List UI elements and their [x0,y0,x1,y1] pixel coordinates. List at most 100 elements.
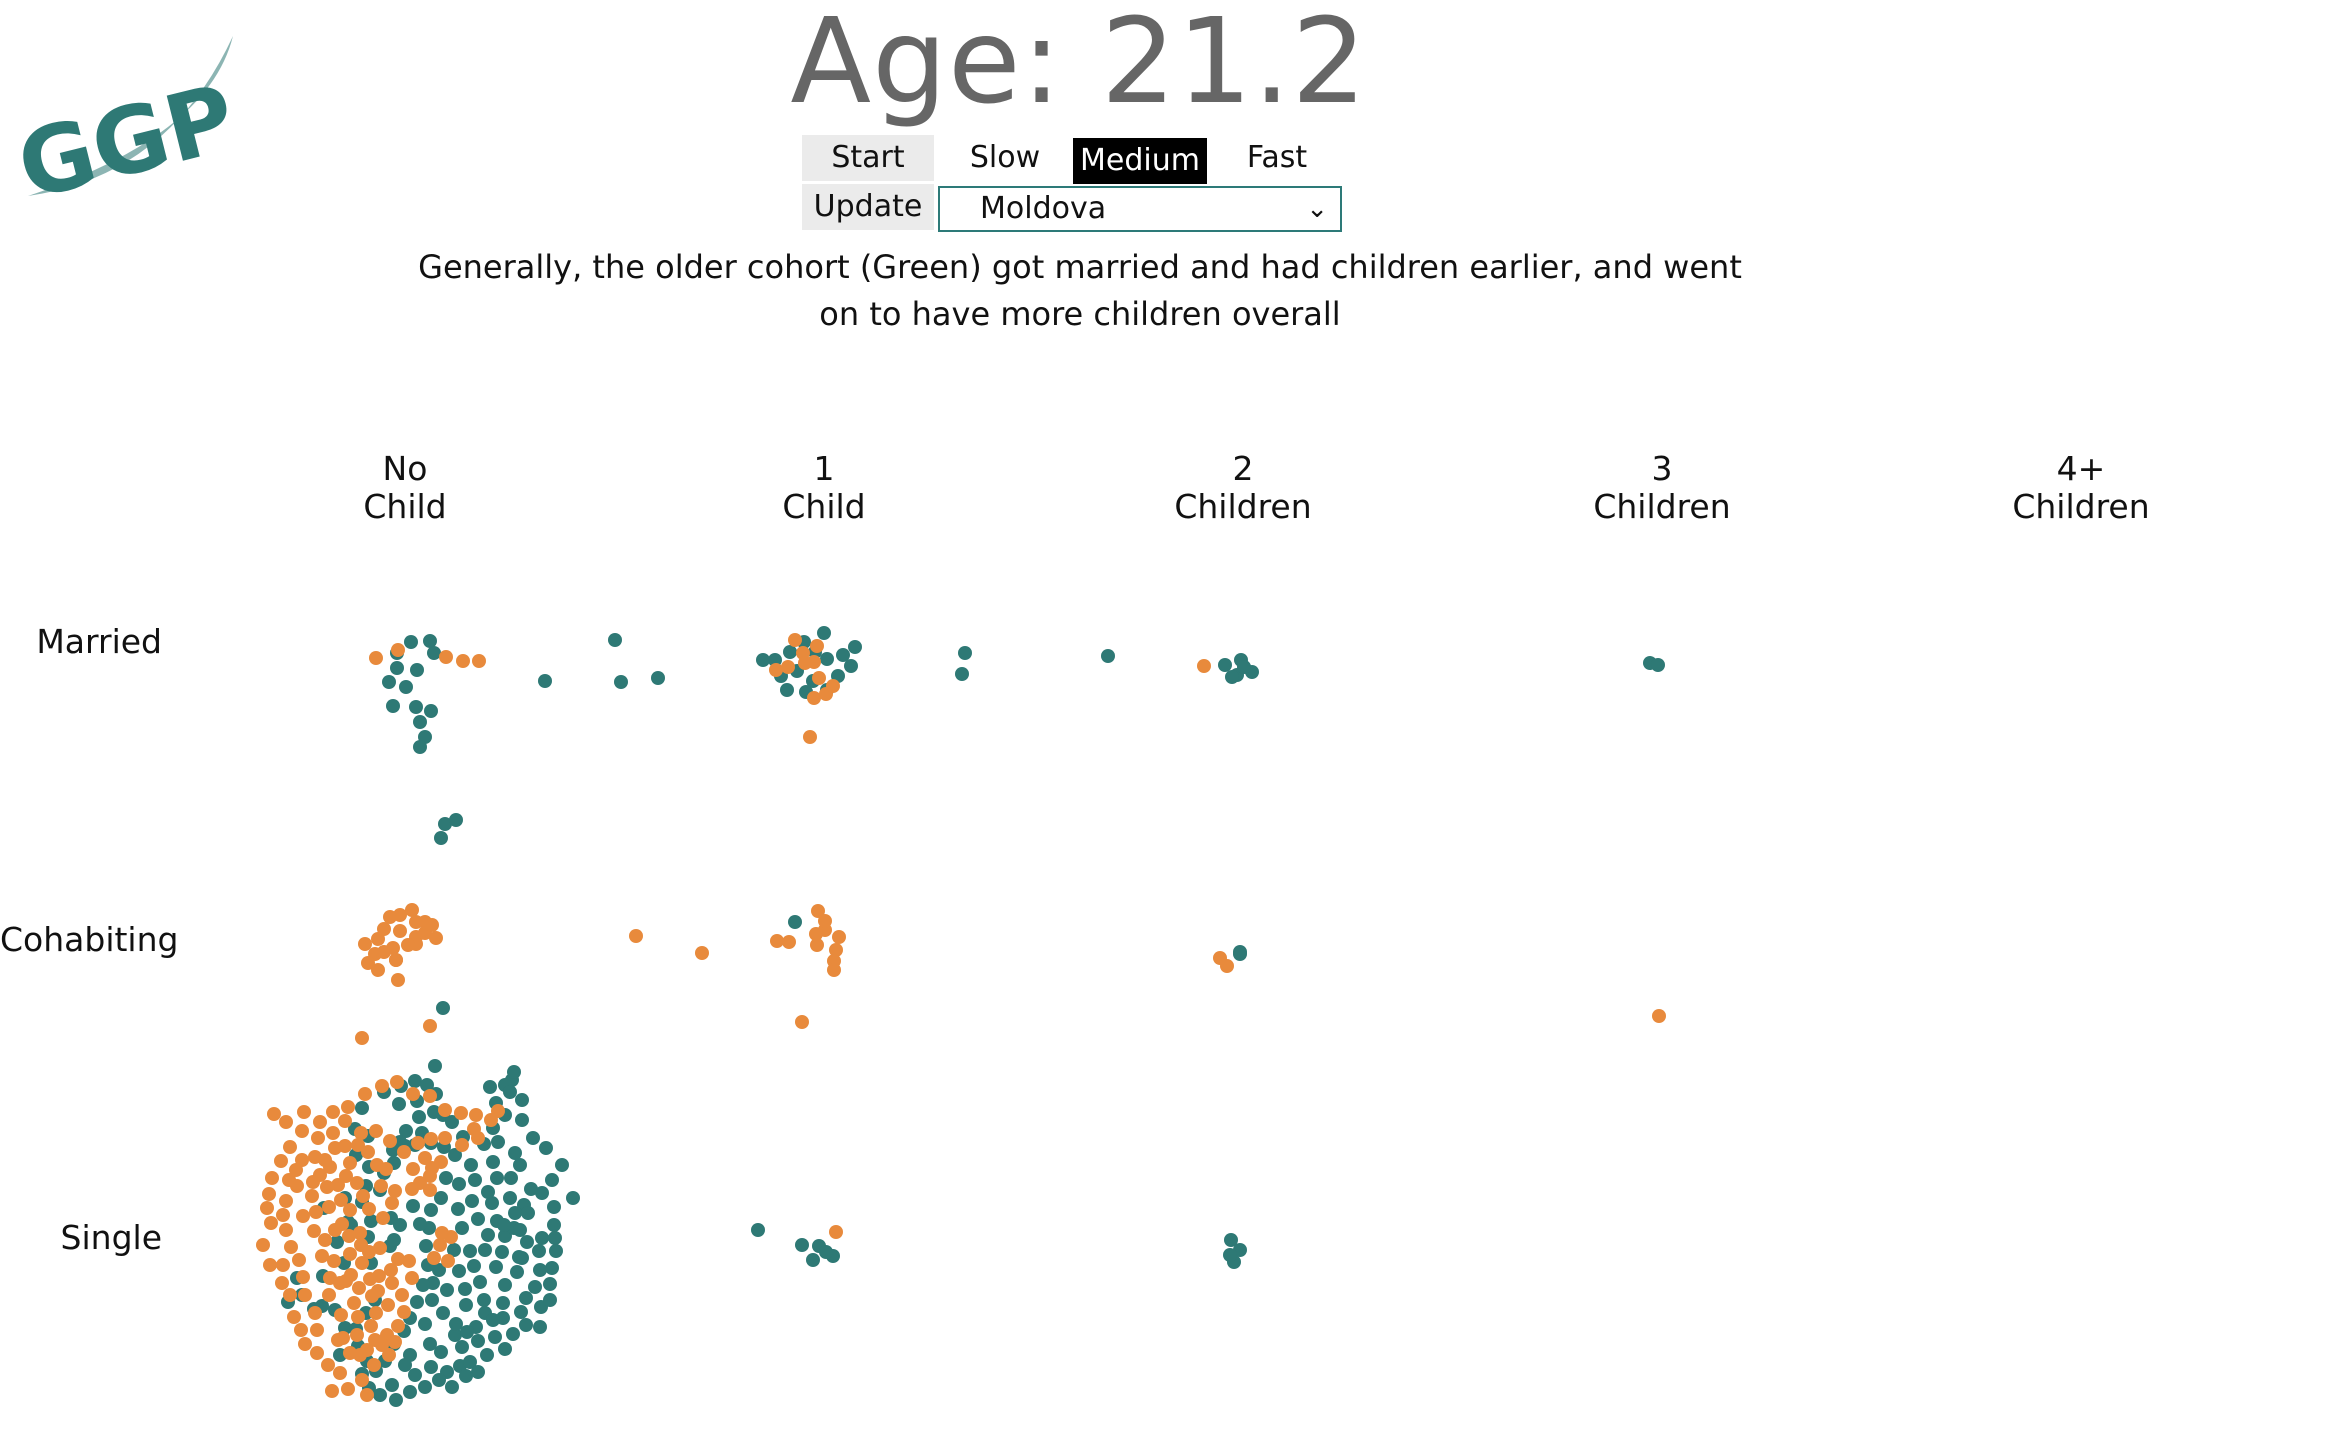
older-cohort-dot [520,1235,534,1249]
start-button[interactable]: Start [802,135,934,181]
younger-cohort-dot [360,1388,374,1402]
older-cohort-dot [420,1078,434,1092]
younger-cohort-dot [406,1162,420,1176]
younger-cohort-dot [309,1205,323,1219]
older-cohort-dot [498,1229,512,1243]
younger-cohort-dot [343,1247,357,1261]
older-cohort-dot [425,1293,439,1307]
younger-cohort-dot [369,1306,383,1320]
older-cohort-dot [423,634,437,648]
younger-cohort-dot [276,1258,290,1272]
ggp-logo: GGP [18,36,246,206]
older-cohort-dot [463,1244,477,1258]
younger-cohort-dot [295,1124,309,1138]
younger-cohort-dot [334,1308,348,1322]
older-cohort-dot [427,646,441,660]
younger-cohort-dot [441,1254,455,1268]
younger-cohort-dot [338,1114,352,1128]
younger-cohort-dot [333,1366,347,1380]
update-button[interactable]: Update [802,184,934,230]
older-cohort-dot [526,1131,540,1145]
country-select[interactable]: Moldova ⌄ [938,186,1342,232]
row-label-married: Married [36,622,162,661]
age-label: Age: [790,0,1063,130]
younger-cohort-dot [418,1151,432,1165]
older-cohort-dot [413,740,427,754]
younger-cohort-dot [321,1358,335,1372]
older-cohort-dot [1218,658,1232,672]
older-cohort-dot [819,1245,833,1259]
older-cohort-dot [385,1378,399,1392]
younger-cohort-dot [826,679,840,693]
younger-cohort-dot [803,730,817,744]
older-cohort-dot [485,1196,499,1210]
speed-slow-button[interactable]: Slow [969,140,1041,175]
older-cohort-dot [515,1113,529,1127]
older-cohort-dot [480,1348,494,1362]
younger-cohort-dot [781,660,795,674]
older-cohort-dot [440,1283,454,1297]
older-cohort-dot [498,1342,512,1356]
older-cohort-dot [399,1124,413,1138]
younger-cohort-dot [341,1100,355,1114]
older-cohort-dot [506,1327,520,1341]
younger-cohort-dot [1652,1009,1666,1023]
younger-cohort-dot [812,671,826,685]
older-cohort-dot [836,648,850,662]
column-header-line1: 1 [813,449,835,488]
older-cohort-dot [788,915,802,929]
younger-cohort-dot [362,1202,376,1216]
younger-cohort-dot [310,1323,324,1337]
older-cohort-dot [458,1282,472,1296]
older-cohort-dot [539,1141,553,1155]
younger-cohort-dot [339,1274,353,1288]
speed-fast-button[interactable]: Fast [1246,140,1308,175]
older-cohort-dot [473,1275,487,1289]
younger-cohort-dot [810,639,824,653]
older-cohort-dot [543,1277,557,1291]
column-header-line2: Children [2012,487,2150,526]
older-cohort-dot [434,1191,448,1205]
older-cohort-dot [419,1239,433,1253]
older-cohort-dot [1651,658,1665,672]
older-cohort-dot [424,704,438,718]
younger-cohort-dot [381,1298,395,1312]
younger-cohort-dot [472,654,486,668]
younger-cohort-dot [391,1252,405,1266]
younger-cohort-dot [339,1169,353,1183]
older-cohort-dot [404,635,418,649]
younger-cohort-dot [471,1131,485,1145]
older-cohort-dot [495,1245,509,1259]
younger-cohort-dot [326,1126,340,1140]
younger-cohort-dot [829,943,843,957]
older-cohort-dot [464,1158,478,1172]
caption-line-1: Generally, the older cohort (Green) got … [418,248,1742,286]
younger-cohort-dot [284,1240,298,1254]
younger-cohort-dot [361,1145,375,1159]
older-cohort-dot [449,813,463,827]
younger-cohort-dot [275,1276,289,1290]
older-cohort-dot [498,1278,512,1292]
younger-cohort-dot [292,1253,306,1267]
older-cohort-dot [545,1173,559,1187]
younger-cohort-dot [354,1238,368,1252]
speed-medium-button[interactable]: Medium [1073,138,1207,184]
older-cohort-dot [390,661,404,675]
older-cohort-dot [566,1191,580,1205]
older-cohort-dot [459,1369,473,1383]
older-cohort-dot [451,1202,465,1216]
older-cohort-dot [545,1261,559,1275]
older-cohort-dot [483,1080,497,1094]
older-cohort-dot [651,671,665,685]
older-cohort-dot [514,1305,528,1319]
younger-cohort-dot [807,691,821,705]
younger-cohort-dot [1220,959,1234,973]
older-cohort-dot [486,1313,500,1327]
older-cohort-dot [806,1253,820,1267]
older-cohort-dot [463,1355,477,1369]
younger-cohort-dot [326,1105,340,1119]
younger-cohort-dot [263,1258,277,1272]
younger-cohort-dot [375,1079,389,1093]
younger-cohort-dot [798,656,812,670]
older-cohort-dot [460,1325,474,1339]
